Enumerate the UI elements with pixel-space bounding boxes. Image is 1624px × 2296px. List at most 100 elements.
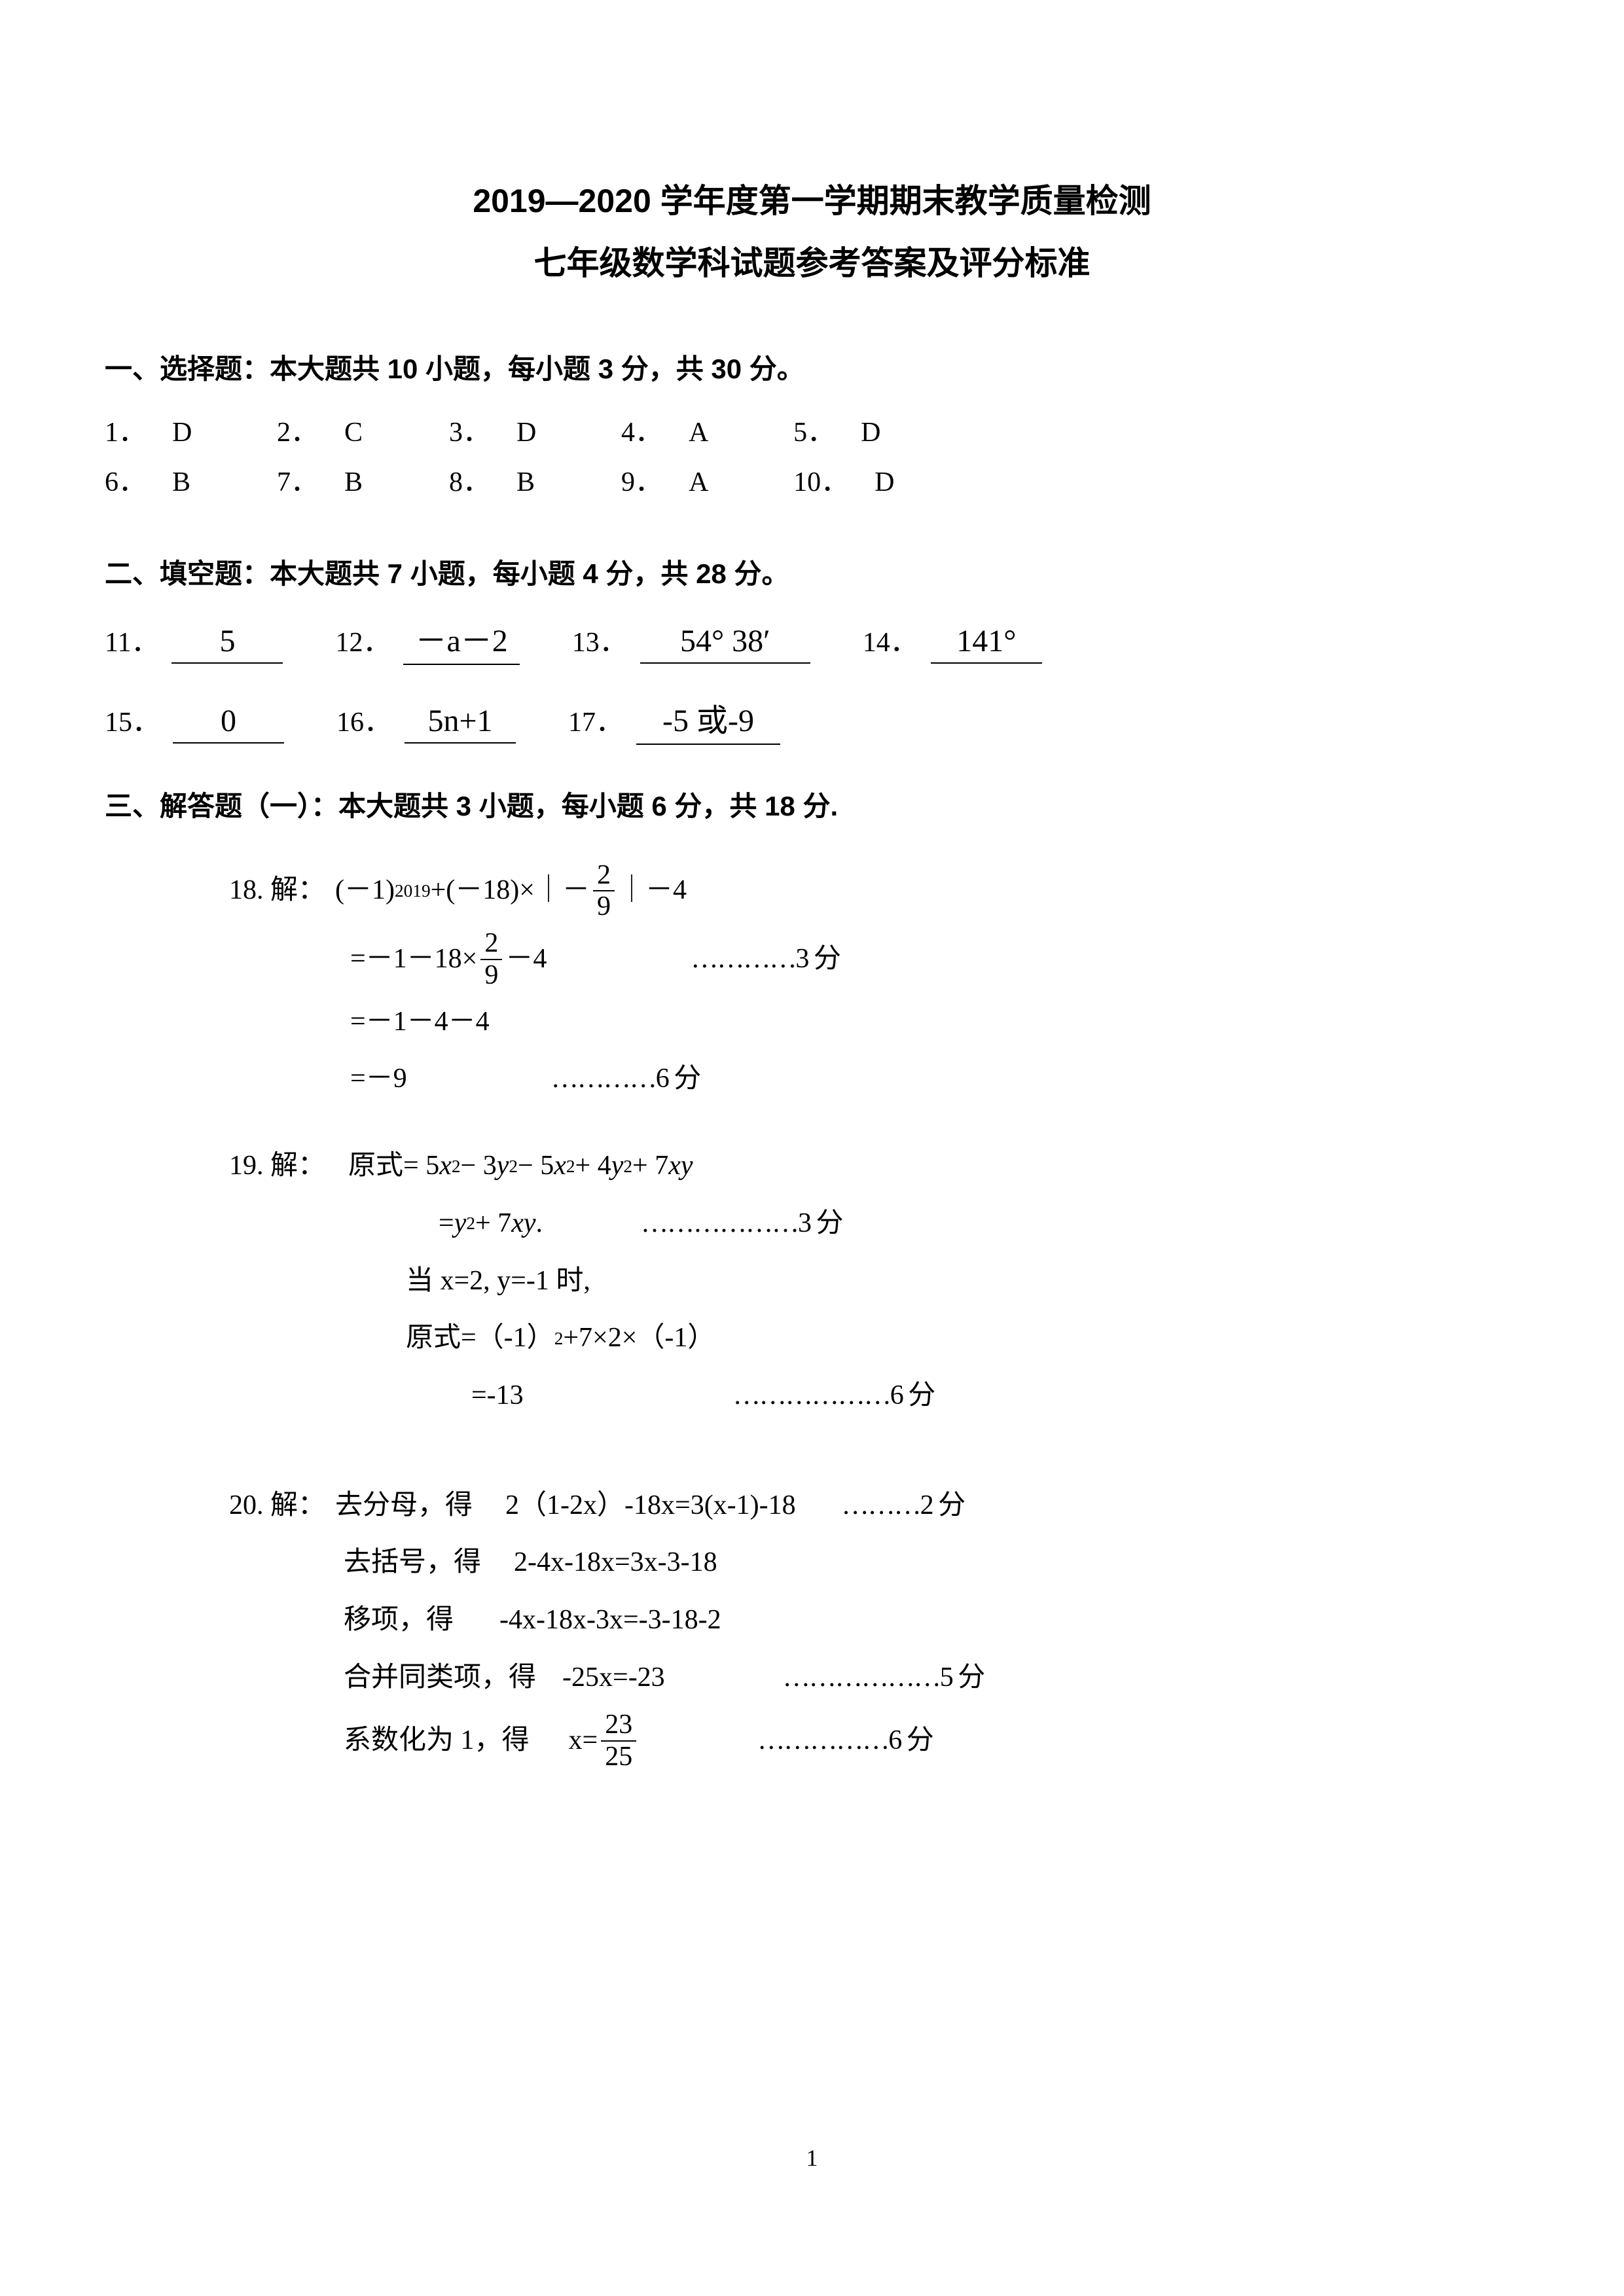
q20-l1b: 2（1-2x）-18x=3(x-1)-18 [505,1480,796,1532]
score-marker: ………………6 分 [733,1371,935,1422]
q19-line4: 原式=（-1）2+7×2×（-1） [406,1313,1519,1364]
frac-den: 9 [480,960,502,990]
title-line-1: 2019—2020 学年度第一学期期末教学质量检测 [105,170,1519,232]
sq: 2 [509,1150,518,1183]
score-marker: …………3 分 [691,934,840,985]
fill-num: 13． [572,620,627,660]
solution-19: 19. 解： 原式 = 5x2 − 3y2 − 5x2 + 4y2 + 7xy … [229,1141,1519,1421]
mc-item: 6．B [105,459,238,499]
mc-val: B [172,467,238,498]
q18-exp1: 2019 [395,874,431,907]
fill-num: 16． [336,700,391,740]
mc-val: A [689,417,754,448]
fill-blank: 54° 38′ [640,623,810,664]
fill-item: 17． -5 或-9 [568,694,780,745]
score-marker: ………………5 分 [783,1653,984,1704]
title-line-2: 七年级数学科试题参考答案及评分标准 [105,232,1519,295]
sq: 2 [554,1322,564,1355]
frac-num: 2 [480,928,502,960]
mc-row-1: 1． D 2． C 3．D 4．A 5．D [105,410,1519,450]
fill-blank: 0 [173,703,284,744]
fill-item: 16． 5n+1 [336,700,516,744]
fraction: 29 [593,860,615,922]
var-y: y [611,1141,624,1192]
q18-expr-a: (－1) [335,865,395,916]
q19-l4-suffix: +7×2×（-1） [563,1313,715,1364]
var-y: y [454,1198,467,1249]
mc-num: 8． [449,459,490,499]
q20-l5a: 系数化为 1，得 [344,1715,530,1767]
q18-l4: =－9 [350,1054,407,1105]
q20-line1: 20. 解： 去分母，得 2（1-2x）-18x=3(x-1)-18 ………2 … [229,1480,1519,1532]
q18-line4: =－9 …………6 分 [350,1054,1519,1105]
section1-header: 一、选择题：本大题共 10 小题，每小题 3 分，共 30 分。 [105,347,1519,387]
fill-item: 12．－a－2 [335,615,519,665]
sq: 2 [452,1150,461,1183]
q19-e5: + 7 [632,1141,668,1192]
mc-num: 5． [793,410,835,450]
mc-item: 4．A [621,410,754,450]
fill-row-2: 15． 0 16． 5n+1 17． -5 或-9 [105,694,1519,745]
fill-item: 13． 54° 38′ [572,620,810,664]
q18-line2: =－1－18× 29 －4 …………3 分 [350,928,1519,990]
fill-blank: －a－2 [403,615,519,665]
mc-num: 10． [793,459,848,499]
mc-val: C [344,417,410,448]
mc-val: B [516,467,582,498]
fill-num: 17． [568,700,623,740]
score-marker: ……………6 分 [757,1715,933,1767]
q19-e4: + 4 [575,1141,611,1192]
q20-l3a: 移项，得 [344,1595,454,1646]
solution-20: 20. 解： 去分母，得 2（1-2x）-18x=3(x-1)-18 ………2 … [229,1480,1519,1772]
sq: 2 [566,1150,575,1183]
q20-l4b: -25x=-23 [562,1653,665,1704]
q19-l5: =-13 [471,1371,524,1422]
fill-blank: 5n+1 [405,703,516,744]
fill-num: 15． [105,700,160,740]
var-x: x [554,1141,566,1192]
var-y: y [497,1141,509,1192]
var-xy: xy [511,1198,535,1249]
mc-item: 7．B [277,459,410,499]
mc-num: 7． [277,459,318,499]
mc-val: D [172,417,238,448]
title-block: 2019—2020 学年度第一学期期末教学质量检测 七年级数学科试题参考答案及评… [105,170,1519,295]
fill-num: 14． [863,620,918,660]
mc-num: 1． [105,410,146,450]
q20-l1a: 去分母，得 [335,1480,473,1532]
mc-item: 10． D [793,459,940,499]
mc-item: 5．D [793,410,926,450]
q20-l2b: 2-4x-18x=3x-3-18 [514,1537,717,1588]
fill-num: 11． [105,620,158,660]
fraction: 2325 [601,1710,636,1771]
mc-val: D [875,467,940,498]
q19-line3: 当 x=2, y=-1 时, [406,1256,1519,1307]
q18-l2b: －4 [505,934,547,985]
q20-l4a: 合并同类项，得 [344,1653,536,1704]
mc-item: 8． B [449,459,582,499]
var-x: x [439,1141,452,1192]
score-marker: ………………3 分 [641,1198,842,1249]
mc-num: 9． [621,459,662,499]
mc-num: 2． [277,410,318,450]
q18-label: 18. 解： [229,865,325,916]
mc-num: 3． [449,410,490,450]
page-number: 1 [806,2144,818,2172]
fill-item: 14．141° [863,620,1042,664]
fraction: 29 [480,928,502,990]
mc-item: 3．D [449,410,582,450]
score-marker: …………6 分 [551,1054,700,1105]
q19-e1: = 5 [403,1141,439,1192]
q19-line5: =-13 ………………6 分 [471,1371,1519,1422]
q20-l2a: 去括号，得 [344,1537,481,1588]
fill-blank: -5 或-9 [636,694,780,745]
q19-l2-eq: = [439,1198,454,1249]
mc-item: 9． A [621,459,754,499]
q20-line4: 合并同类项，得 -25x=-23 ………………5 分 [344,1653,1519,1704]
q19-e3: − 5 [518,1141,554,1192]
q18-line1: 18. 解： (－1)2019+(－18)×｜－ 29 ｜－4 [229,860,1519,922]
fill-row-1: 11．5 12．－a－2 13．54° 38′ 14．141° [105,615,1519,665]
q19-line1: 19. 解： 原式 = 5x2 − 3y2 − 5x2 + 4y2 + 7xy [229,1141,1519,1192]
mc-val: A [689,467,754,498]
var-xy: xy [668,1141,693,1192]
